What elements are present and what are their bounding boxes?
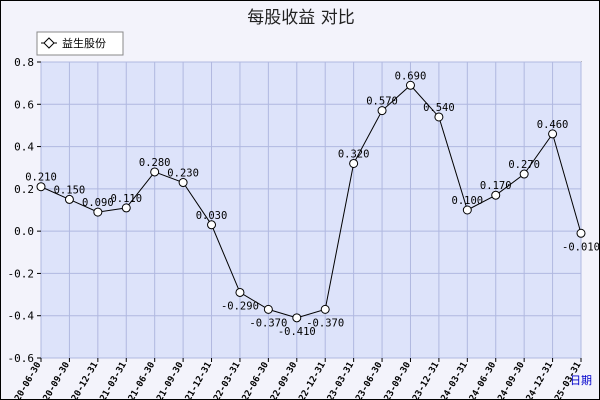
data-point [64, 194, 74, 204]
data-label: 0.270 [508, 159, 540, 171]
data-point [491, 190, 501, 200]
data-point [548, 129, 558, 139]
data-label: -0.370 [249, 317, 287, 329]
data-label: 0.540 [423, 102, 455, 114]
data-point [207, 220, 217, 230]
data-point [292, 313, 302, 323]
x-axis: 2020-06-302020-09-302020-12-312021-03-31… [8, 358, 584, 399]
data-point [576, 228, 586, 238]
data-label: 0.100 [452, 195, 484, 207]
data-label: 0.460 [537, 119, 569, 131]
gridlines [40, 61, 582, 359]
data-label: 0.210 [25, 172, 57, 184]
data-label: 0.170 [480, 180, 512, 192]
chart-title: 每股收益 对比 [247, 8, 354, 28]
data-label: 0.230 [167, 168, 199, 180]
data-point [150, 167, 160, 177]
legend: 益生股份 [36, 31, 124, 56]
data-label: 0.690 [395, 70, 427, 82]
data-point [93, 207, 103, 217]
data-point [405, 80, 415, 90]
series-line [40, 84, 582, 319]
legend-marker [43, 37, 55, 49]
x-axis-label: 日期 [570, 374, 592, 387]
data-label: 0.030 [196, 210, 228, 222]
y-tick-label: 0.0 [14, 225, 34, 238]
data-label: -0.290 [221, 300, 259, 312]
y-tick-label: -0.4 [8, 310, 35, 323]
y-tick-label: 0.2 [14, 183, 34, 196]
data-label: 0.320 [338, 148, 370, 160]
data-label: 0.110 [110, 193, 142, 205]
legend-label: 益生股份 [62, 36, 106, 50]
y-tick-label: -0.2 [8, 267, 35, 280]
data-point [320, 304, 330, 314]
data-point [263, 304, 273, 314]
data-label: -0.370 [306, 317, 344, 329]
series-lines [40, 84, 582, 319]
data-points [36, 80, 586, 323]
data-point [434, 112, 444, 122]
data-label: 0.090 [82, 197, 114, 209]
data-point [349, 158, 359, 168]
data-label: 0.570 [366, 96, 398, 108]
data-point [235, 287, 245, 297]
data-point [462, 205, 472, 215]
y-axis: 0.8 0.6 0.4 0.2 0.0 -0.2 -0.4 -0.6 [8, 56, 41, 365]
data-point [178, 178, 188, 188]
y-tick-label: 0.6 [14, 98, 34, 111]
plot-area [40, 61, 582, 359]
data-point [377, 106, 387, 116]
data-label: 0.150 [54, 184, 86, 196]
y-tick-label: -0.6 [8, 352, 35, 365]
legend-box [36, 31, 124, 56]
data-label: -0.010 [562, 241, 599, 253]
y-tick-label: 0.4 [14, 141, 34, 154]
data-point [121, 203, 131, 213]
data-point [519, 169, 529, 179]
x-tick-label: 2020-06-30 [8, 361, 44, 400]
data-point [36, 182, 46, 192]
data-label: -0.410 [278, 326, 316, 338]
y-tick-label: 0.8 [14, 56, 34, 69]
data-label: 0.280 [139, 157, 171, 169]
